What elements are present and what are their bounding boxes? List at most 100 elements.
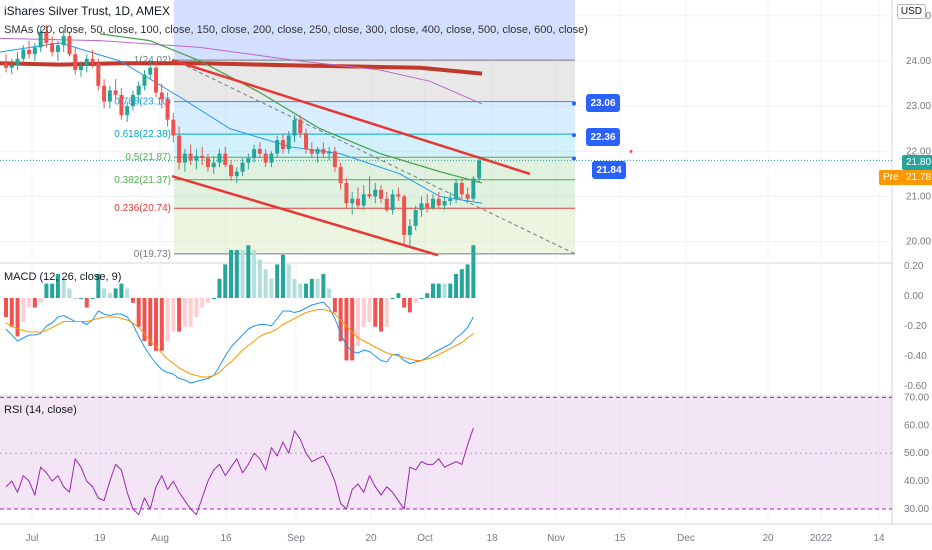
candle-body	[477, 160, 482, 179]
time-tick-label: Oct	[417, 533, 433, 544]
macd-histogram-bar	[304, 283, 309, 298]
sma-line	[0, 37, 483, 105]
macd-histogram-bar	[355, 298, 360, 346]
candle-body	[338, 167, 343, 183]
macd-histogram-bar	[73, 298, 78, 299]
candle-body	[15, 58, 20, 66]
macd-histogram-bar	[50, 283, 55, 298]
macd-histogram-bar	[275, 264, 280, 298]
target-marker	[572, 156, 576, 161]
candle-body	[165, 99, 170, 120]
macd-histogram-bar	[148, 298, 153, 346]
candle-body	[240, 162, 245, 172]
macd-histogram-bar	[84, 298, 89, 308]
candle-body	[252, 149, 257, 159]
candle-body	[125, 106, 130, 116]
time-tick-label: 18	[486, 533, 498, 544]
fib-level-label: 1(24.02)	[134, 55, 171, 66]
macd-histogram-bar	[269, 278, 274, 298]
macd-histogram-bar	[454, 274, 459, 298]
candle-body	[402, 196, 407, 235]
candle-body	[436, 198, 441, 206]
macd-line	[5, 301, 474, 384]
macd-histogram-bar	[465, 264, 470, 298]
rsi-tick-label: 70.00	[904, 392, 929, 403]
time-tick-label: 15	[614, 533, 626, 544]
macd-histogram-bar	[361, 298, 366, 327]
macd-histogram-bar	[257, 259, 262, 298]
candle-body	[130, 94, 135, 107]
macd-histogram-bar	[177, 298, 182, 332]
signal-line	[5, 309, 474, 378]
candle-body	[327, 151, 332, 154]
macd-histogram-bar	[344, 298, 349, 361]
rsi-legend: RSI (14, close)	[4, 404, 77, 416]
premarket-price-tag: 21.78	[902, 170, 932, 185]
macd-histogram-bar	[292, 278, 297, 298]
macd-histogram-bar	[44, 283, 49, 298]
time-tick-label: 20	[365, 533, 377, 544]
macd-histogram-bar	[402, 298, 407, 308]
currency-label[interactable]: USD	[896, 4, 926, 19]
macd-histogram-bar	[309, 278, 314, 298]
macd-histogram-bar	[4, 298, 8, 318]
macd-histogram-bar	[61, 278, 66, 298]
macd-histogram-bar	[38, 298, 43, 303]
candle-body	[27, 49, 32, 55]
candle-body	[350, 198, 355, 204]
candle-body	[269, 153, 274, 163]
candle-body	[471, 178, 476, 199]
time-tick-label: 14	[873, 533, 885, 544]
candle-body	[430, 198, 435, 208]
candle-body	[448, 198, 453, 202]
candle-body	[315, 149, 320, 154]
candle-body	[136, 85, 141, 95]
macd-histogram-bar	[263, 269, 268, 298]
macd-histogram-bar	[471, 245, 476, 298]
macd-histogram-bar	[240, 250, 245, 298]
target-marker	[572, 133, 576, 138]
macd-histogram-bar	[107, 293, 112, 298]
candle-body	[407, 225, 412, 235]
macd-histogram-bar	[194, 298, 199, 318]
candle-body	[304, 133, 309, 150]
candle-body	[384, 198, 389, 211]
macd-histogram-bar	[217, 278, 222, 298]
candle-body	[454, 182, 459, 199]
macd-histogram-bar	[430, 283, 435, 298]
time-tick-label: 16	[220, 533, 232, 544]
candle-body	[275, 140, 280, 154]
price-tick-label: 21.00	[906, 192, 931, 203]
time-tick-label: Jul	[26, 533, 39, 544]
rsi-tick-label: 40.00	[904, 476, 929, 487]
macd-histogram-bar	[379, 298, 384, 332]
time-tick-label: 2022	[810, 533, 833, 544]
macd-histogram-bar	[55, 274, 60, 298]
macd-histogram-bar	[223, 264, 228, 298]
candle-body	[425, 203, 430, 208]
macd-histogram-bar	[188, 298, 193, 327]
fib-zone	[174, 134, 575, 158]
candle-body	[154, 67, 159, 93]
macd-histogram-bar	[459, 269, 464, 298]
candle-body	[344, 182, 349, 204]
candle-body	[32, 47, 37, 55]
target-label: 21.84	[596, 165, 621, 176]
candle-body	[396, 194, 401, 197]
macd-histogram-bar	[448, 283, 453, 298]
candle-body	[79, 65, 84, 71]
time-tick-label: Sep	[287, 533, 305, 544]
candle-body	[379, 189, 384, 199]
candle-body	[177, 135, 182, 163]
candle-body	[171, 119, 176, 136]
premarket-label: Pre	[879, 170, 903, 185]
candle-body	[96, 63, 101, 86]
time-tick-label: 19	[94, 533, 106, 544]
macd-histogram-bar	[436, 283, 441, 298]
macd-histogram-bar	[280, 254, 285, 298]
macd-histogram-bar	[136, 298, 141, 327]
candle-body	[188, 153, 193, 161]
macd-histogram-bar	[229, 250, 234, 298]
candle-body	[280, 140, 285, 150]
